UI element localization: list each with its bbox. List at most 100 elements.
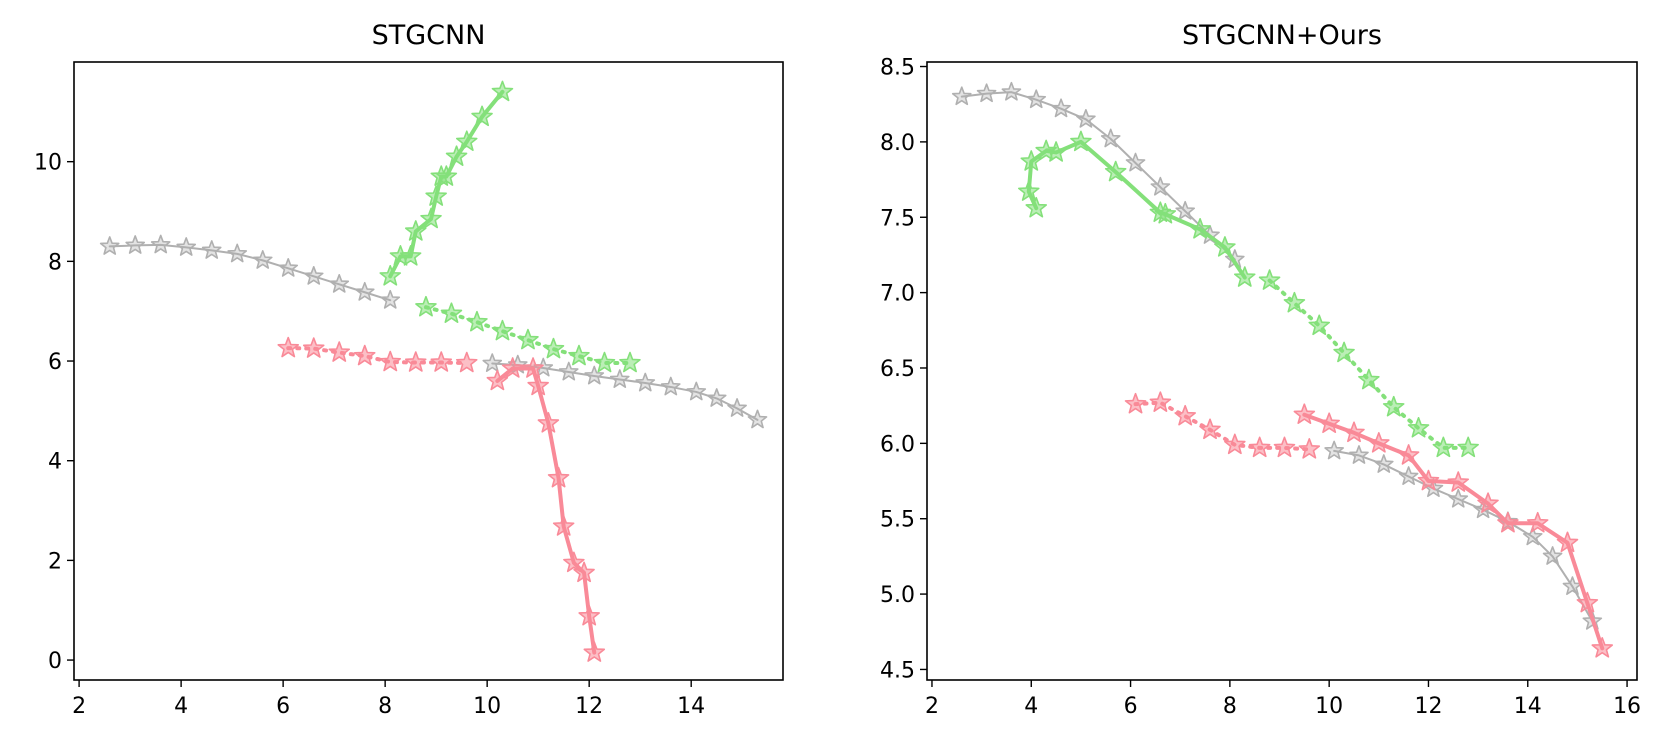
data-point-star	[1432, 436, 1455, 458]
data-point-star	[1457, 436, 1479, 458]
data-point-star	[552, 515, 575, 536]
data-point-star	[1497, 511, 1519, 533]
data-point-star	[1150, 176, 1171, 196]
x-tick-label: 2	[72, 694, 86, 719]
series-line-green-2	[1267, 278, 1471, 450]
data-point-star	[593, 351, 616, 373]
data-point-star	[328, 341, 351, 362]
y-tick-label: 10	[34, 151, 62, 176]
data-point-star	[537, 412, 560, 433]
data-point-star	[568, 344, 590, 366]
data-point-star	[455, 130, 478, 152]
data-point-star	[1125, 152, 1146, 172]
data-point-star	[517, 328, 539, 350]
data-point-star	[1448, 488, 1469, 508]
x-tick-label: 8	[378, 694, 392, 719]
data-point-star	[609, 369, 630, 388]
data-point-star	[1298, 438, 1321, 459]
data-point-star	[1045, 141, 1067, 162]
data-point-star	[435, 165, 458, 186]
data-point-star	[1104, 160, 1127, 182]
data-point-star	[1542, 546, 1563, 565]
y-tick-label: 5.5	[880, 508, 915, 533]
data-point-star	[455, 351, 478, 373]
data-point-star	[542, 337, 565, 359]
data-point-star	[1343, 421, 1365, 443]
data-point-star	[1224, 433, 1246, 455]
chart-title: STGCNN+Ours	[1182, 20, 1382, 51]
series-line-gray-0	[108, 243, 392, 302]
data-point-star	[1100, 128, 1121, 148]
data-point-star	[660, 376, 681, 396]
data-point-star	[1174, 404, 1196, 426]
y-tick-label: 4	[48, 450, 62, 475]
y-tick-label: 0	[48, 649, 62, 674]
axes-frame	[926, 61, 1638, 681]
data-point-star	[1576, 591, 1599, 613]
data-point-star	[1025, 196, 1048, 218]
y-tick-label: 4.5	[880, 658, 915, 683]
data-point-star	[1358, 368, 1380, 390]
x-tick-label: 10	[473, 694, 501, 719]
data-point-star	[227, 243, 248, 263]
data-point-star	[379, 350, 402, 372]
x-tick-label: 14	[677, 694, 705, 719]
data-point-star	[1233, 266, 1256, 287]
data-point-star	[150, 234, 171, 254]
data-point-star	[1447, 471, 1470, 492]
data-point-star	[501, 357, 524, 378]
y-tick-label: 2	[48, 549, 62, 574]
y-tick-label: 8.0	[880, 131, 915, 156]
data-point-star	[1417, 469, 1440, 491]
y-tick-label: 6	[48, 350, 62, 375]
x-tick-label: 4	[174, 694, 188, 719]
data-point-star	[176, 237, 197, 256]
data-point-star	[1149, 391, 1172, 412]
data-point-star	[578, 604, 600, 626]
y-tick-label: 5.0	[880, 583, 915, 608]
data-point-star	[1368, 432, 1390, 453]
plot-area	[99, 80, 768, 662]
y-tick-label: 7.5	[880, 206, 915, 231]
data-point-star	[706, 388, 727, 407]
data-point-star	[747, 409, 768, 429]
x-tick-label: 12	[575, 694, 603, 719]
data-point-star	[1124, 392, 1147, 414]
data-point-star	[1556, 531, 1579, 553]
series-line-gray-0	[960, 91, 1236, 261]
axis-ticks: 2 4 6 8 10 12 14 16 4.5 5.0 5.5 6.0 6.5 7.0 7.5 8.0 8.5	[880, 56, 1641, 719]
data-point-star	[415, 295, 437, 317]
data-point-star	[1407, 416, 1430, 438]
data-point-star	[1477, 492, 1499, 513]
data-point-star	[425, 185, 447, 206]
data-point-star	[527, 374, 549, 396]
data-point-star	[1020, 150, 1043, 171]
y-tick-label: 8	[48, 250, 62, 275]
data-point-star	[1154, 202, 1177, 224]
data-point-star	[1308, 314, 1331, 336]
data-point-star	[380, 289, 401, 309]
data-point-star	[976, 83, 997, 103]
data-point-star	[482, 353, 503, 373]
data-point-star	[1214, 236, 1236, 257]
chart-panel-stgcnn-ours: STGCNN+Ours 2 4 6 8 10 12 14 16 4.5 5.0 5.5 6.0 6.5 7…	[880, 20, 1641, 719]
data-point-star	[466, 310, 488, 332]
data-point-star	[951, 86, 972, 106]
data-point-star	[430, 351, 453, 372]
x-tick-label: 6	[1124, 694, 1138, 719]
data-point-star	[635, 372, 656, 392]
data-point-star	[583, 641, 606, 662]
data-point-star	[563, 551, 585, 573]
y-tick-label: 6.0	[880, 432, 915, 457]
axes-frame	[73, 61, 784, 681]
data-point-star	[201, 240, 222, 259]
data-point-star	[1199, 418, 1221, 440]
x-tick-label: 16	[1613, 694, 1641, 719]
y-tick-label: 7.0	[880, 282, 915, 307]
data-point-star	[547, 466, 570, 488]
data-point-star	[1175, 200, 1196, 220]
x-tick-label: 4	[1024, 694, 1038, 719]
